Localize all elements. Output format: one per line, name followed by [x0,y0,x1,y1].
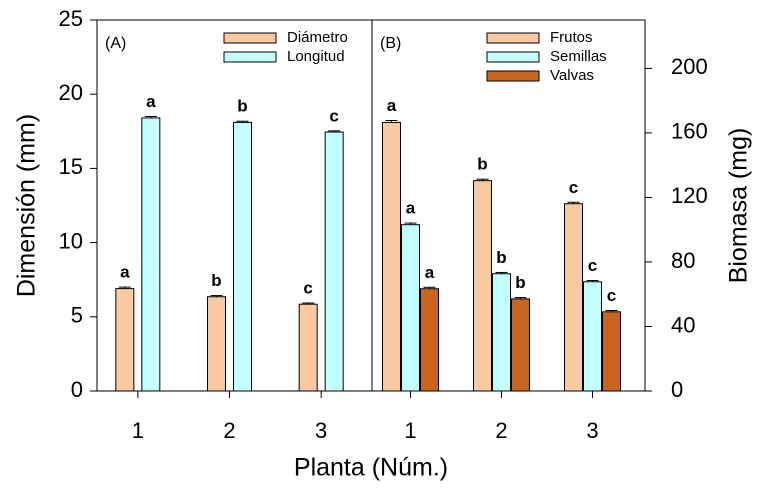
bar [141,117,161,392]
bar [298,303,318,392]
significance-letter: c [329,106,338,125]
significance-letter: a [146,92,156,111]
y-tick-label: 40 [671,312,695,337]
legend-swatch [223,32,277,44]
bar [324,131,344,392]
y-axis-label: Biomasa (mg) [725,128,753,284]
bar [401,224,420,392]
x-tick-label: 3 [315,418,327,443]
y-tick-label: 200 [671,54,708,79]
y-axis-label: Dimensión (mm) [13,114,41,297]
bar [583,281,602,392]
significance-letter: a [406,199,416,218]
significance-letter: b [496,248,506,267]
x-tick-label: 2 [495,418,507,443]
plot-frame [96,19,646,392]
legend-swatch [486,51,540,63]
y-tick-label: 80 [671,248,695,273]
bar [511,298,530,392]
y-tick-label: 25 [59,6,83,31]
significance-letter: c [607,286,616,305]
y-tick-label: 160 [671,119,708,144]
legend-label: Longitud [287,48,345,65]
significance-letter: a [387,96,397,115]
legend-label: Semillas [550,48,607,65]
significance-letter: a [425,263,435,282]
legend-label: Frutos [550,29,593,46]
x-tick-label: 1 [404,418,416,443]
legend-swatch [223,51,277,63]
y-tick-label: 5 [71,303,83,328]
significance-letter: c [569,178,578,197]
y-tick-label: 20 [59,80,83,105]
y-tick-label: 0 [71,377,83,402]
bar [233,121,252,392]
bar [564,203,583,392]
significance-letter: a [120,263,130,282]
legend-label: Diámetro [287,29,348,46]
significance-letter: b [211,271,221,290]
significance-letter: b [477,155,487,174]
x-tick-label: 3 [586,418,598,443]
x-tick-label: 2 [223,418,235,443]
y-tick-label: 120 [671,183,708,208]
bar [473,180,492,392]
significance-letter: b [237,97,247,116]
panel-label: (A) [105,35,126,52]
panel-label: (B) [380,35,401,52]
bar [207,296,226,392]
y-tick-label: 15 [59,154,83,179]
significance-letter: b [515,273,525,292]
bar [492,273,511,392]
bar [420,288,439,392]
y-tick-label: 0 [671,377,683,402]
legend-swatch [486,70,540,82]
x-tick-label: 1 [132,418,144,443]
bar [602,311,621,392]
y-tick-label: 10 [59,228,83,253]
legend-label: Valvas [550,67,594,84]
x-axis-label: Planta (Núm.) [294,454,448,482]
significance-letter: c [303,278,312,297]
bar [115,288,135,392]
significance-letter: c [588,256,597,275]
legend-swatch [486,32,540,44]
bar [382,121,401,392]
